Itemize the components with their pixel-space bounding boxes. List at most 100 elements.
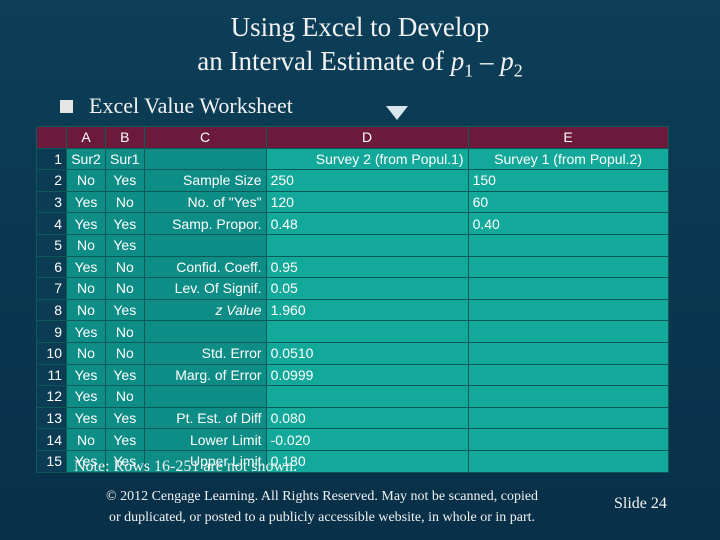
cell-d[interactable]	[265, 233, 469, 257]
cell-c[interactable]: Samp. Propor.	[143, 212, 267, 235]
cell-b[interactable]: No	[105, 385, 145, 408]
cell-c[interactable]	[143, 385, 267, 408]
cell-c[interactable]	[143, 320, 267, 343]
row-number[interactable]: 11	[36, 363, 67, 387]
cell-e[interactable]	[467, 428, 669, 451]
cell-c[interactable]: z Value	[143, 298, 267, 322]
cell-c[interactable]: Lower Limit	[143, 428, 267, 451]
cell-e[interactable]: 150	[467, 169, 669, 192]
row-number[interactable]: 7	[36, 277, 67, 300]
cell-b[interactable]: Yes	[105, 298, 145, 322]
cell-a[interactable]: No	[66, 298, 106, 322]
cell-a[interactable]: No	[66, 277, 106, 300]
cell-c[interactable]	[143, 233, 267, 257]
cell-c[interactable]: Lev. Of Signif.	[143, 277, 267, 300]
cell-a[interactable]: Yes	[66, 212, 106, 235]
cell-c[interactable]: Marg. of Error	[143, 363, 267, 387]
cell-d[interactable]: Survey 2 (from Popul.1)	[265, 147, 469, 171]
cell-e[interactable]	[467, 341, 669, 365]
cell-e[interactable]	[467, 385, 669, 408]
cell-a[interactable]: Yes	[66, 320, 106, 343]
cell-b[interactable]: Yes	[105, 406, 145, 430]
table-row: 11 Yes Yes Marg. of Error 0.0999	[36, 363, 669, 387]
cell-d[interactable]: 0.0510	[265, 341, 469, 365]
cell-e[interactable]	[467, 449, 669, 473]
cell-e[interactable]: 0.40	[467, 212, 669, 235]
cell-d[interactable]: -0.020	[265, 428, 469, 451]
cell-e[interactable]	[467, 406, 669, 430]
cell-b[interactable]: Yes	[105, 428, 145, 451]
row-number[interactable]: 13	[36, 406, 67, 430]
column-header-a[interactable]: A	[66, 126, 106, 149]
row-number[interactable]: 3	[36, 190, 67, 214]
cell-b[interactable]: No	[105, 190, 145, 214]
cell-e[interactable]	[467, 233, 669, 257]
cell-b[interactable]: No	[105, 320, 145, 343]
column-header-b[interactable]: B	[105, 126, 145, 149]
cell-a[interactable]: Yes	[66, 449, 106, 473]
cell-d[interactable]: 0.05	[265, 277, 469, 300]
cell-a[interactable]: No	[66, 341, 106, 365]
cell-b[interactable]: Sur1	[105, 147, 145, 171]
row-number[interactable]: 12	[36, 385, 67, 408]
cell-e[interactable]	[467, 363, 669, 387]
cell-e[interactable]	[467, 298, 669, 322]
cell-c[interactable]: Upper Limit	[143, 449, 267, 473]
row-number[interactable]: 10	[36, 341, 67, 365]
cell-b[interactable]: Yes	[105, 449, 145, 473]
cell-d[interactable]	[265, 385, 469, 408]
cell-c[interactable]: Confid. Coeff.	[143, 255, 267, 279]
column-header-e[interactable]: E	[467, 126, 669, 149]
cell-c[interactable]: Std. Error	[143, 341, 267, 365]
cell-e[interactable]: Survey 1 (from Popul.2)	[467, 147, 669, 171]
column-header-d[interactable]: D	[265, 126, 469, 149]
cell-d[interactable]: 0.080	[265, 406, 469, 430]
cell-b[interactable]: Yes	[105, 212, 145, 235]
cell-a[interactable]: No	[66, 428, 106, 451]
cell-a[interactable]: No	[66, 169, 106, 192]
column-header-c[interactable]: C	[143, 126, 267, 149]
cell-b[interactable]: No	[105, 341, 145, 365]
cell-d[interactable]: 0.180	[265, 449, 469, 473]
cell-c[interactable]	[143, 147, 267, 171]
table-row: 7 No No Lev. Of Signif. 0.05	[36, 277, 669, 300]
cell-b[interactable]: Yes	[105, 363, 145, 387]
cell-b[interactable]: No	[105, 255, 145, 279]
bullet-row: Excel Value Worksheet	[60, 92, 293, 120]
bullet-square-icon	[60, 99, 73, 113]
row-number[interactable]: 8	[36, 298, 67, 322]
row-number[interactable]: 4	[36, 212, 67, 235]
cell-b[interactable]: No	[105, 277, 145, 300]
cell-d[interactable]: 1.960	[265, 298, 469, 322]
row-number[interactable]: 14	[36, 428, 67, 451]
cell-e[interactable]: 60	[467, 190, 669, 214]
corner-cell[interactable]	[36, 126, 67, 149]
cell-c[interactable]: No. of "Yes"	[143, 190, 267, 214]
row-number[interactable]: 9	[36, 320, 67, 343]
row-number[interactable]: 5	[36, 233, 67, 257]
cell-a[interactable]: Yes	[66, 406, 106, 430]
cell-d[interactable]: 120	[265, 190, 469, 214]
cell-c[interactable]: Pt. Est. of Diff	[143, 406, 267, 430]
cell-d[interactable]: 0.0999	[265, 363, 469, 387]
row-number[interactable]: 6	[36, 255, 67, 279]
cell-d[interactable]: 250	[265, 169, 469, 192]
cell-a[interactable]: Sur2	[66, 147, 106, 171]
cell-e[interactable]	[467, 320, 669, 343]
row-number[interactable]: 2	[36, 169, 67, 192]
cell-d[interactable]: 0.95	[265, 255, 469, 279]
cell-a[interactable]: No	[66, 233, 106, 257]
cell-a[interactable]: Yes	[66, 363, 106, 387]
row-number[interactable]: 1	[36, 147, 67, 171]
cell-d[interactable]: 0.48	[265, 212, 469, 235]
row-number[interactable]: 15	[36, 449, 67, 473]
cell-d[interactable]	[265, 320, 469, 343]
cell-e[interactable]	[467, 255, 669, 279]
cell-c[interactable]: Sample Size	[143, 169, 267, 192]
cell-a[interactable]: Yes	[66, 190, 106, 214]
cell-e[interactable]	[467, 277, 669, 300]
cell-b[interactable]: Yes	[105, 233, 145, 257]
cell-a[interactable]: Yes	[66, 255, 106, 279]
cell-b[interactable]: Yes	[105, 169, 145, 192]
cell-a[interactable]: Yes	[66, 385, 106, 408]
